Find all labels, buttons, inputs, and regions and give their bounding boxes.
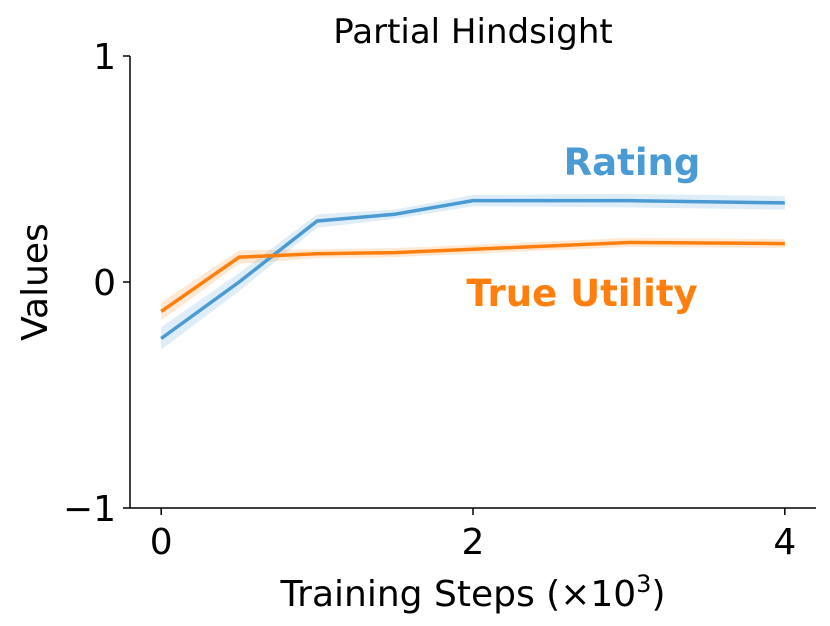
x-tick-label: 4 — [773, 522, 796, 563]
y-tick-label: 1 — [93, 37, 116, 78]
y-axis-label: Values — [15, 223, 56, 341]
chart-title: Partial Hindsight — [333, 12, 612, 52]
series-label-rating: Rating — [564, 141, 701, 184]
x-axis-label-exponent: 3 — [636, 570, 651, 598]
band-true-utility — [161, 237, 785, 321]
series-label-true-utility: True Utility — [466, 272, 697, 315]
line-rating — [160, 198, 785, 340]
x-axis-label: Training Steps (×103) — [279, 570, 665, 615]
x-tick-label: 2 — [462, 522, 485, 563]
y-tick-label: −1 — [63, 489, 116, 530]
confidence-bands — [161, 193, 785, 350]
series-lines — [160, 198, 785, 340]
x-tick-label: 0 — [150, 522, 173, 563]
y-tick-label: 0 — [93, 263, 116, 304]
x-ticks: 0 2 4 — [150, 508, 796, 563]
y-ticks: −1 0 1 — [63, 37, 130, 530]
